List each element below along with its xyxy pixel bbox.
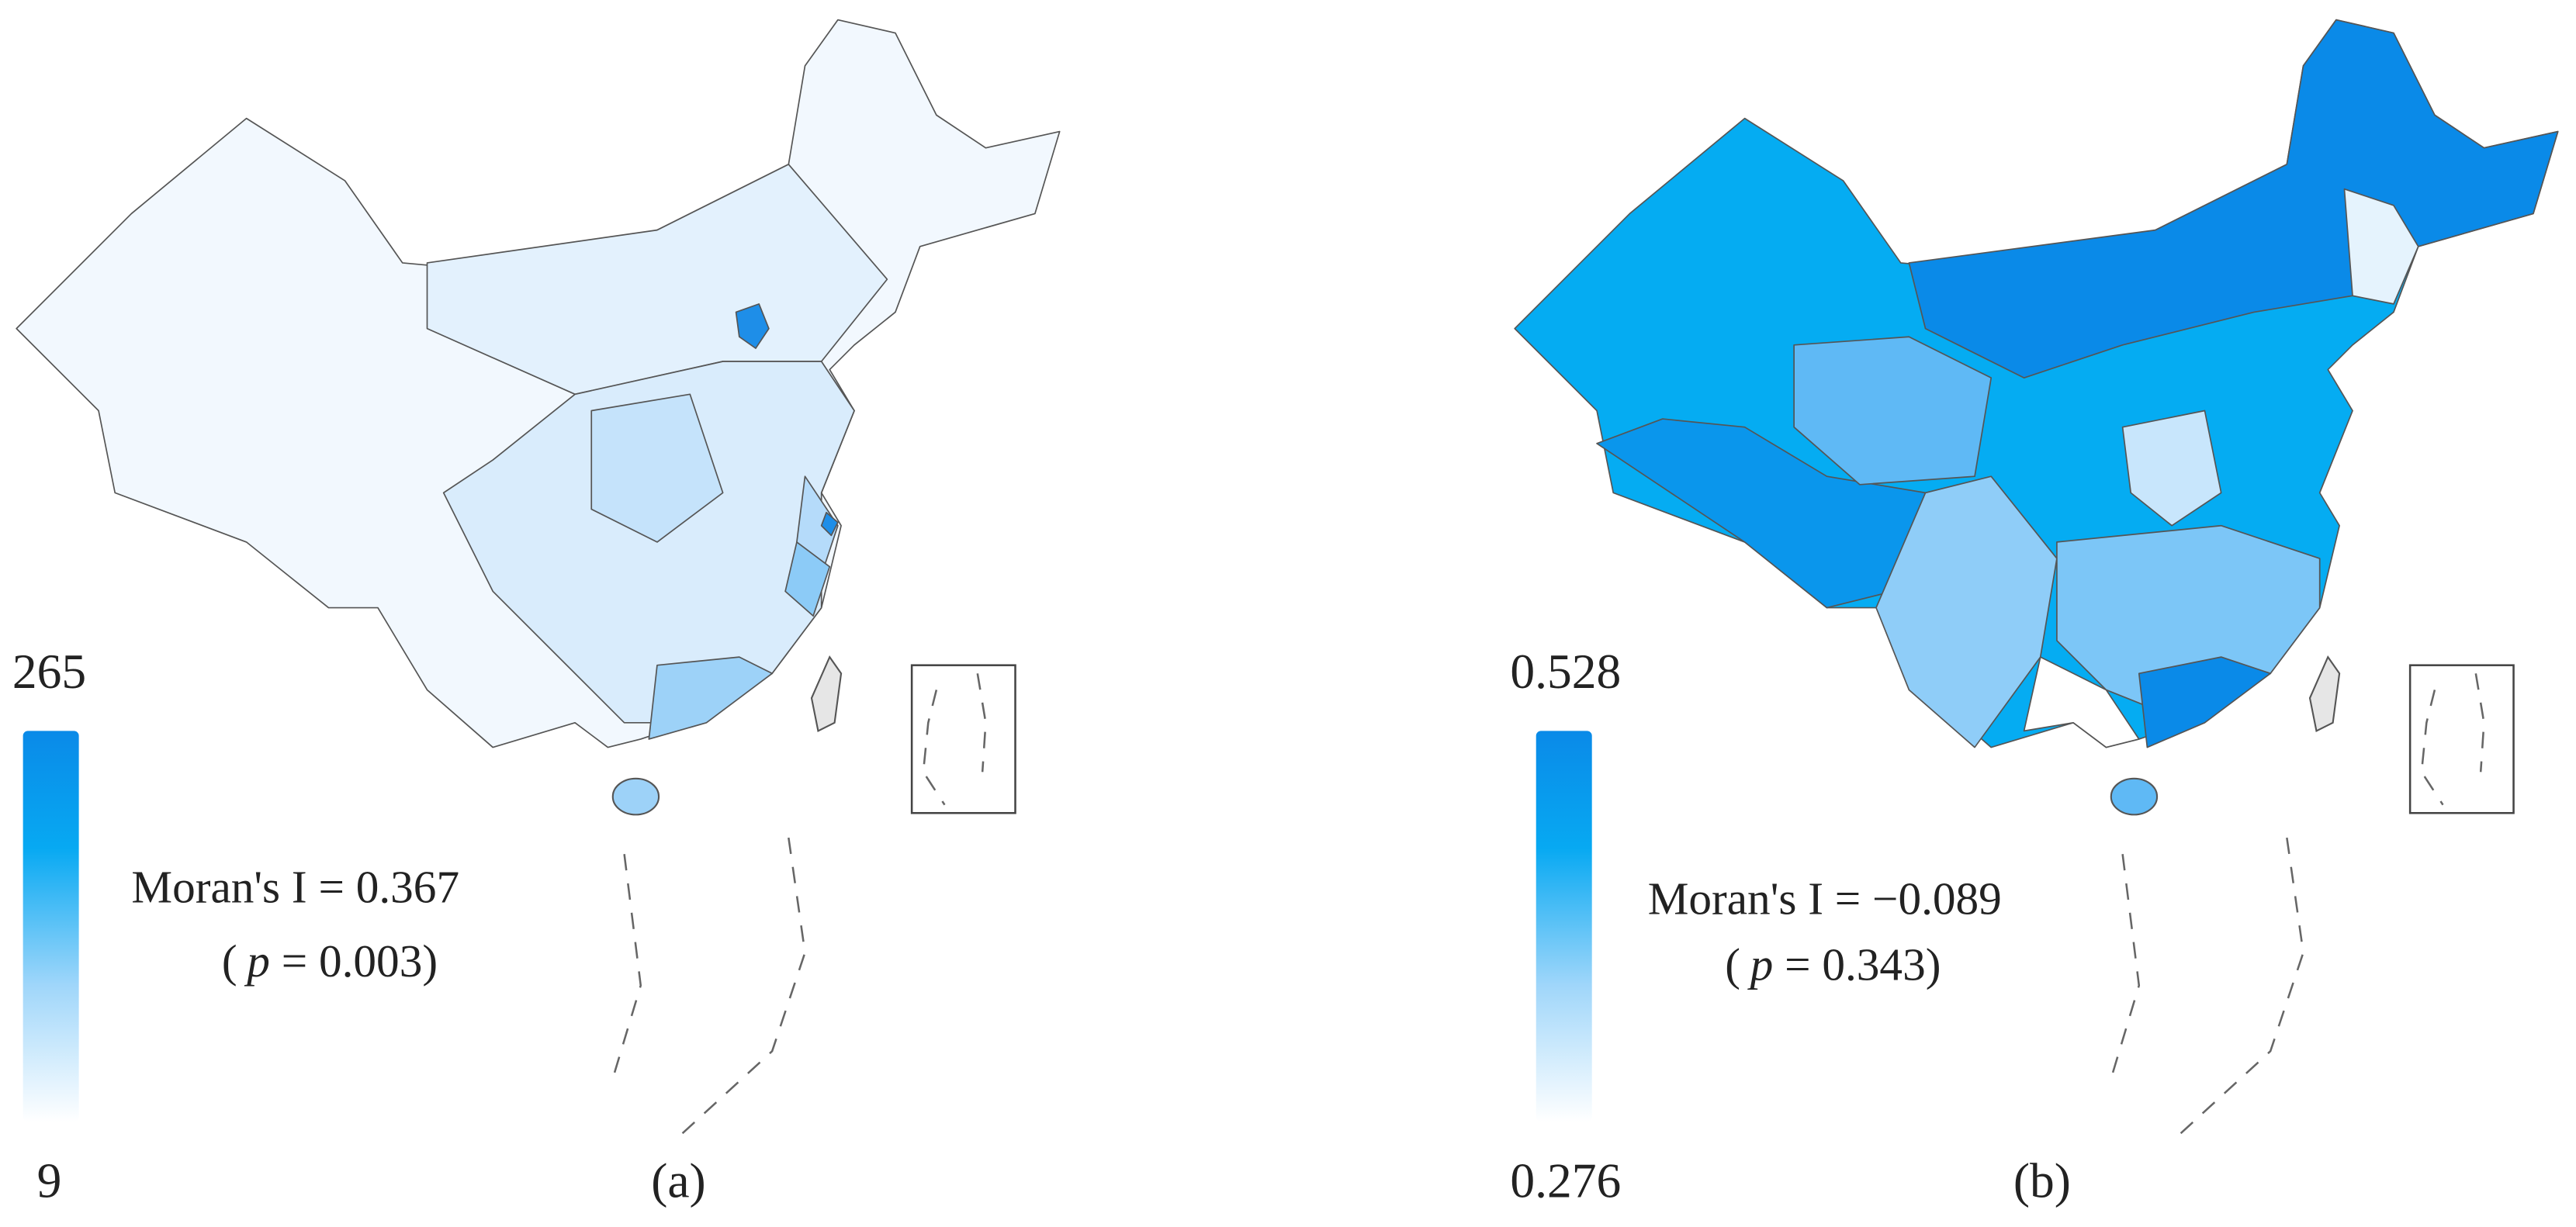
legend-min: 9 [37, 1153, 62, 1208]
p-symbol: p [1747, 938, 1774, 990]
moran-text: Moran's I = −0.089 [1648, 873, 2002, 924]
legend-max: 265 [12, 644, 86, 699]
map-a [16, 19, 1061, 1142]
map-b [1514, 19, 2559, 1142]
color-bar [1536, 731, 1592, 1122]
panel-label: (b) [2013, 1153, 2071, 1208]
legend-max: 0.528 [1510, 644, 1621, 699]
p-open: ( [1725, 938, 1740, 990]
legend-min: 0.276 [1510, 1153, 1621, 1208]
p-rest: = 0.343) [1773, 938, 1941, 990]
panel-label: (a) [651, 1153, 706, 1208]
p-value: (p = 0.003) [222, 935, 438, 987]
moran-text: Moran's I = 0.367 [131, 861, 459, 912]
p-value: (p = 0.343) [1725, 938, 1941, 990]
p-open: ( [222, 935, 237, 987]
p-rest: = 0.003) [270, 935, 438, 987]
p-symbol: p [244, 935, 270, 987]
color-bar [23, 731, 79, 1122]
